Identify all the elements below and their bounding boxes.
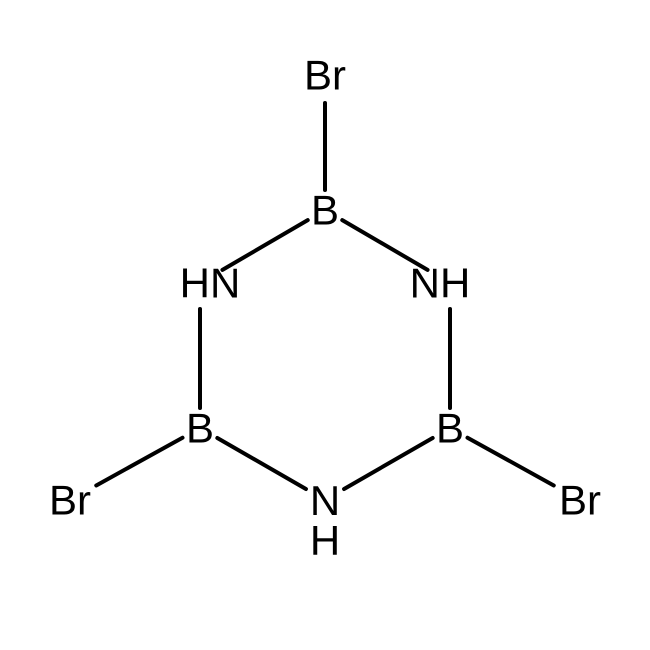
bonds-layer	[96, 103, 554, 489]
atom-N2: NH	[410, 260, 471, 307]
atom-B3: B	[436, 405, 464, 452]
atom-B1: B	[311, 187, 339, 234]
atom-N4: NH	[310, 477, 340, 564]
bond	[96, 438, 182, 486]
bond	[344, 438, 433, 489]
bond	[217, 438, 306, 489]
atom-Br5: Br	[49, 477, 91, 524]
atom-B5: B	[186, 405, 214, 452]
molecule-diagram: B NH B NH B HN Br Br Br	[0, 0, 650, 650]
atom-Br3: Br	[559, 477, 601, 524]
atom-N6: HN	[180, 260, 241, 307]
atom-Br1: Br	[304, 52, 346, 99]
bond	[467, 438, 553, 486]
